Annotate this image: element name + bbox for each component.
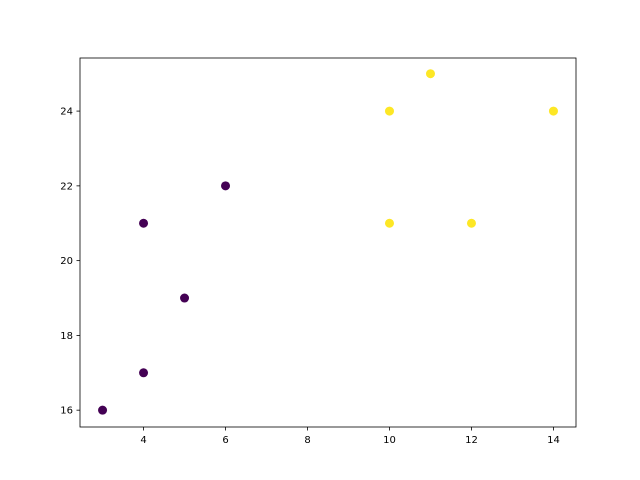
data-point-4 [221,181,231,191]
y-tick-label: 18 [60,331,73,342]
data-point-2 [139,218,149,228]
data-point-0 [98,405,108,415]
data-point-6 [425,69,435,79]
x-tick-label: 6 [222,435,228,446]
y-axis: 16 18 20 22 24 [60,107,80,417]
x-axis: 4 6 8 10 12 14 [140,427,560,446]
y-tick-label: 24 [60,107,73,118]
data-point-1 [139,368,149,378]
x-tick-label: 12 [465,435,478,446]
data-point-7 [548,106,558,116]
y-tick-label: 22 [60,181,73,192]
y-tick-label: 16 [60,406,73,417]
data-point-3 [180,293,190,303]
x-tick-label: 8 [304,435,310,446]
data-point-5 [384,106,394,116]
x-tick-label: 10 [383,435,396,446]
x-tick-label: 14 [547,435,560,446]
plot-area [80,58,576,427]
y-tick-label: 20 [60,256,73,267]
data-point-9 [466,218,476,228]
x-tick-label: 4 [140,435,146,446]
data-points [98,69,558,415]
data-point-8 [384,218,394,228]
plot-frame [79,57,577,428]
